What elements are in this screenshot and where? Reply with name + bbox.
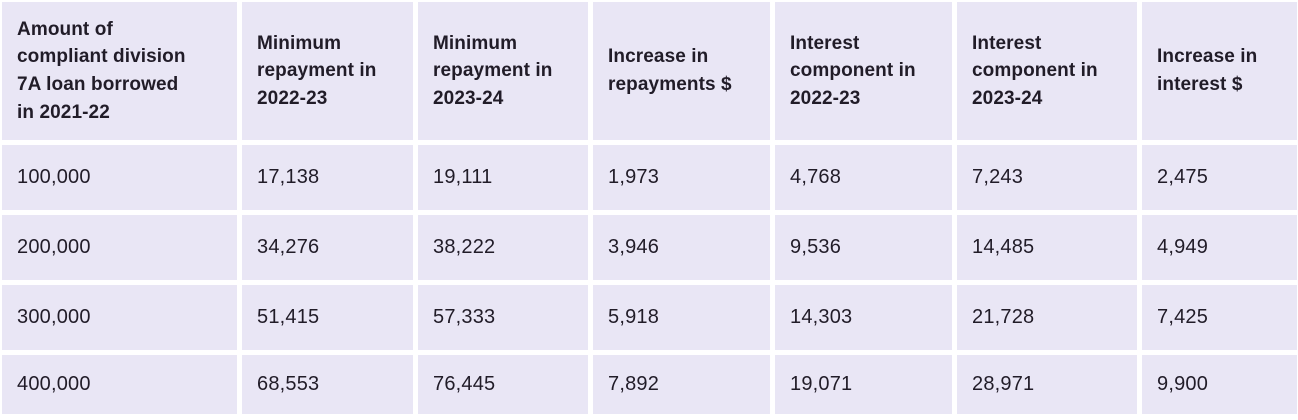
table-cell: 57,333 bbox=[418, 285, 588, 350]
table-cell: 19,111 bbox=[418, 145, 588, 210]
table-cell: 1,973 bbox=[593, 145, 770, 210]
table-cell: 5,918 bbox=[593, 285, 770, 350]
column-header-interest-2022-23: Interest component in 2022-23 bbox=[775, 2, 952, 140]
column-header-label: Increase in interest $ bbox=[1157, 46, 1258, 95]
table-cell: 17,138 bbox=[242, 145, 413, 210]
column-header-min-repayment-2022-23: Minimum repayment in 2022-23 bbox=[242, 2, 413, 140]
table-cell: 28,971 bbox=[957, 355, 1137, 414]
column-header-label: Amount of compliant division 7A loan bor… bbox=[17, 18, 186, 123]
column-header-interest-2023-24: Interest component in 2023-24 bbox=[957, 2, 1137, 140]
table-cell: 14,303 bbox=[775, 285, 952, 350]
column-header-label: Minimum repayment in 2022-23 bbox=[257, 32, 377, 109]
column-header-label: Minimum repayment in 2023-24 bbox=[433, 32, 553, 109]
table-cell: 76,445 bbox=[418, 355, 588, 414]
column-header-increase-repayments: Increase in repayments $ bbox=[593, 2, 770, 140]
column-header-increase-interest: Increase in interest $ bbox=[1142, 2, 1297, 140]
column-header-loan-amount: Amount of compliant division 7A loan bor… bbox=[2, 2, 237, 140]
table-cell: 19,071 bbox=[775, 355, 952, 414]
table-cell: 7,243 bbox=[957, 145, 1137, 210]
column-header-label: Increase in repayments $ bbox=[608, 46, 732, 95]
column-header-min-repayment-2023-24: Minimum repayment in 2023-24 bbox=[418, 2, 588, 140]
table-cell: 200,000 bbox=[2, 215, 237, 280]
table-cell: 14,485 bbox=[957, 215, 1137, 280]
table-cell: 7,425 bbox=[1142, 285, 1297, 350]
table-cell: 300,000 bbox=[2, 285, 237, 350]
table-cell: 100,000 bbox=[2, 145, 237, 210]
table-cell: 34,276 bbox=[242, 215, 413, 280]
table-cell: 4,949 bbox=[1142, 215, 1297, 280]
table-cell: 3,946 bbox=[593, 215, 770, 280]
column-header-label: Interest component in 2023-24 bbox=[972, 32, 1098, 109]
table-cell: 9,900 bbox=[1142, 355, 1297, 414]
table-cell: 400,000 bbox=[2, 355, 237, 414]
table-cell: 38,222 bbox=[418, 215, 588, 280]
table-cell: 4,768 bbox=[775, 145, 952, 210]
table-cell: 51,415 bbox=[242, 285, 413, 350]
column-header-label: Interest component in 2022-23 bbox=[790, 32, 916, 109]
table-cell: 68,553 bbox=[242, 355, 413, 414]
table-cell: 2,475 bbox=[1142, 145, 1297, 210]
table-cell: 7,892 bbox=[593, 355, 770, 414]
table-cell: 21,728 bbox=[957, 285, 1137, 350]
table-cell: 9,536 bbox=[775, 215, 952, 280]
